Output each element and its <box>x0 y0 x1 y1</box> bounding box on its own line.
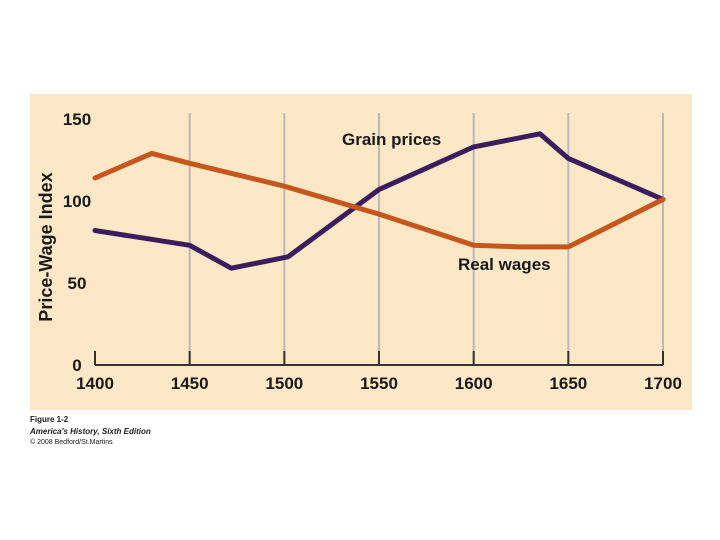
x-tick-label-1600: 1600 <box>455 374 493 393</box>
x-tick-label-1500: 1500 <box>265 374 303 393</box>
x-tick-label-1550: 1550 <box>360 374 398 393</box>
figure-copyright: © 2008 Bedford/St.Martins <box>30 439 113 446</box>
x-tick-label-1450: 1450 <box>171 374 209 393</box>
x-tick-label-1700: 1700 <box>644 374 682 393</box>
figure-source-book: America's History, Sixth Edition <box>30 427 151 436</box>
y-tick-labels: 0 50 100 150 <box>63 110 91 375</box>
series-line-grain-prices <box>92 131 666 271</box>
series-lines <box>92 131 666 271</box>
y-tick-label-50: 50 <box>68 274 87 293</box>
x-tick-labels: 1400 1450 1500 1550 1600 1650 1700 <box>76 374 682 393</box>
figure-number: Figure 1-2 <box>30 415 69 424</box>
y-tick-label-0: 0 <box>72 356 81 375</box>
series-label-real-wages: Real wages <box>458 255 551 274</box>
series-label-grain-prices: Grain prices <box>342 130 441 149</box>
y-tick-label-100: 100 <box>63 192 91 211</box>
x-tick-label-1400: 1400 <box>76 374 114 393</box>
x-axis <box>94 351 664 366</box>
vertical-gridlines <box>188 113 664 365</box>
y-tick-label-150: 150 <box>63 110 91 129</box>
chart-panel-background <box>30 94 692 410</box>
x-tick-label-1650: 1650 <box>549 374 587 393</box>
y-axis-title: Price-Wage Index <box>36 172 56 321</box>
series-line-real-wages <box>92 150 666 250</box>
